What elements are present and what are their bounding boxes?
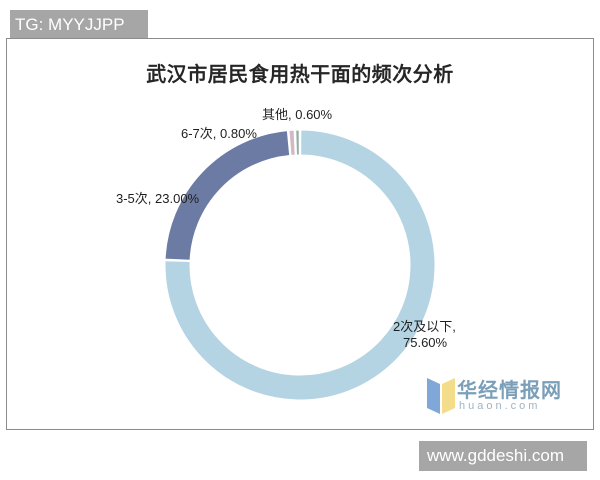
donut-slice — [164, 130, 291, 261]
logo-text-en: huaon.com — [459, 400, 541, 412]
logo-text-cn: 华经情报网 — [457, 380, 562, 402]
watermark-top-badge: TG: MYYJJPP — [10, 10, 148, 40]
huaon-logo: 华经情报网 huaon.com — [427, 374, 577, 416]
donut-slices — [164, 129, 436, 401]
chart-title: 武汉市居民食用热干面的频次分析 — [146, 62, 454, 86]
label-3-5: 3-5次, 23.00% — [116, 191, 200, 206]
watermark-bottom-badge: www.gddeshi.com — [419, 441, 587, 471]
logo-book-icon — [427, 378, 455, 414]
label-6-7: 6-7次, 0.80% — [181, 126, 257, 141]
label-2-or-less: 2次及以下, — [393, 319, 456, 334]
chart-frame — [6, 38, 594, 430]
label-other: 其他, 0.60% — [262, 107, 333, 122]
donut-slice — [295, 129, 300, 156]
label-2-or-less-value: 75.60% — [403, 335, 448, 350]
donut-slice — [288, 129, 296, 156]
donut-slice — [164, 129, 436, 401]
